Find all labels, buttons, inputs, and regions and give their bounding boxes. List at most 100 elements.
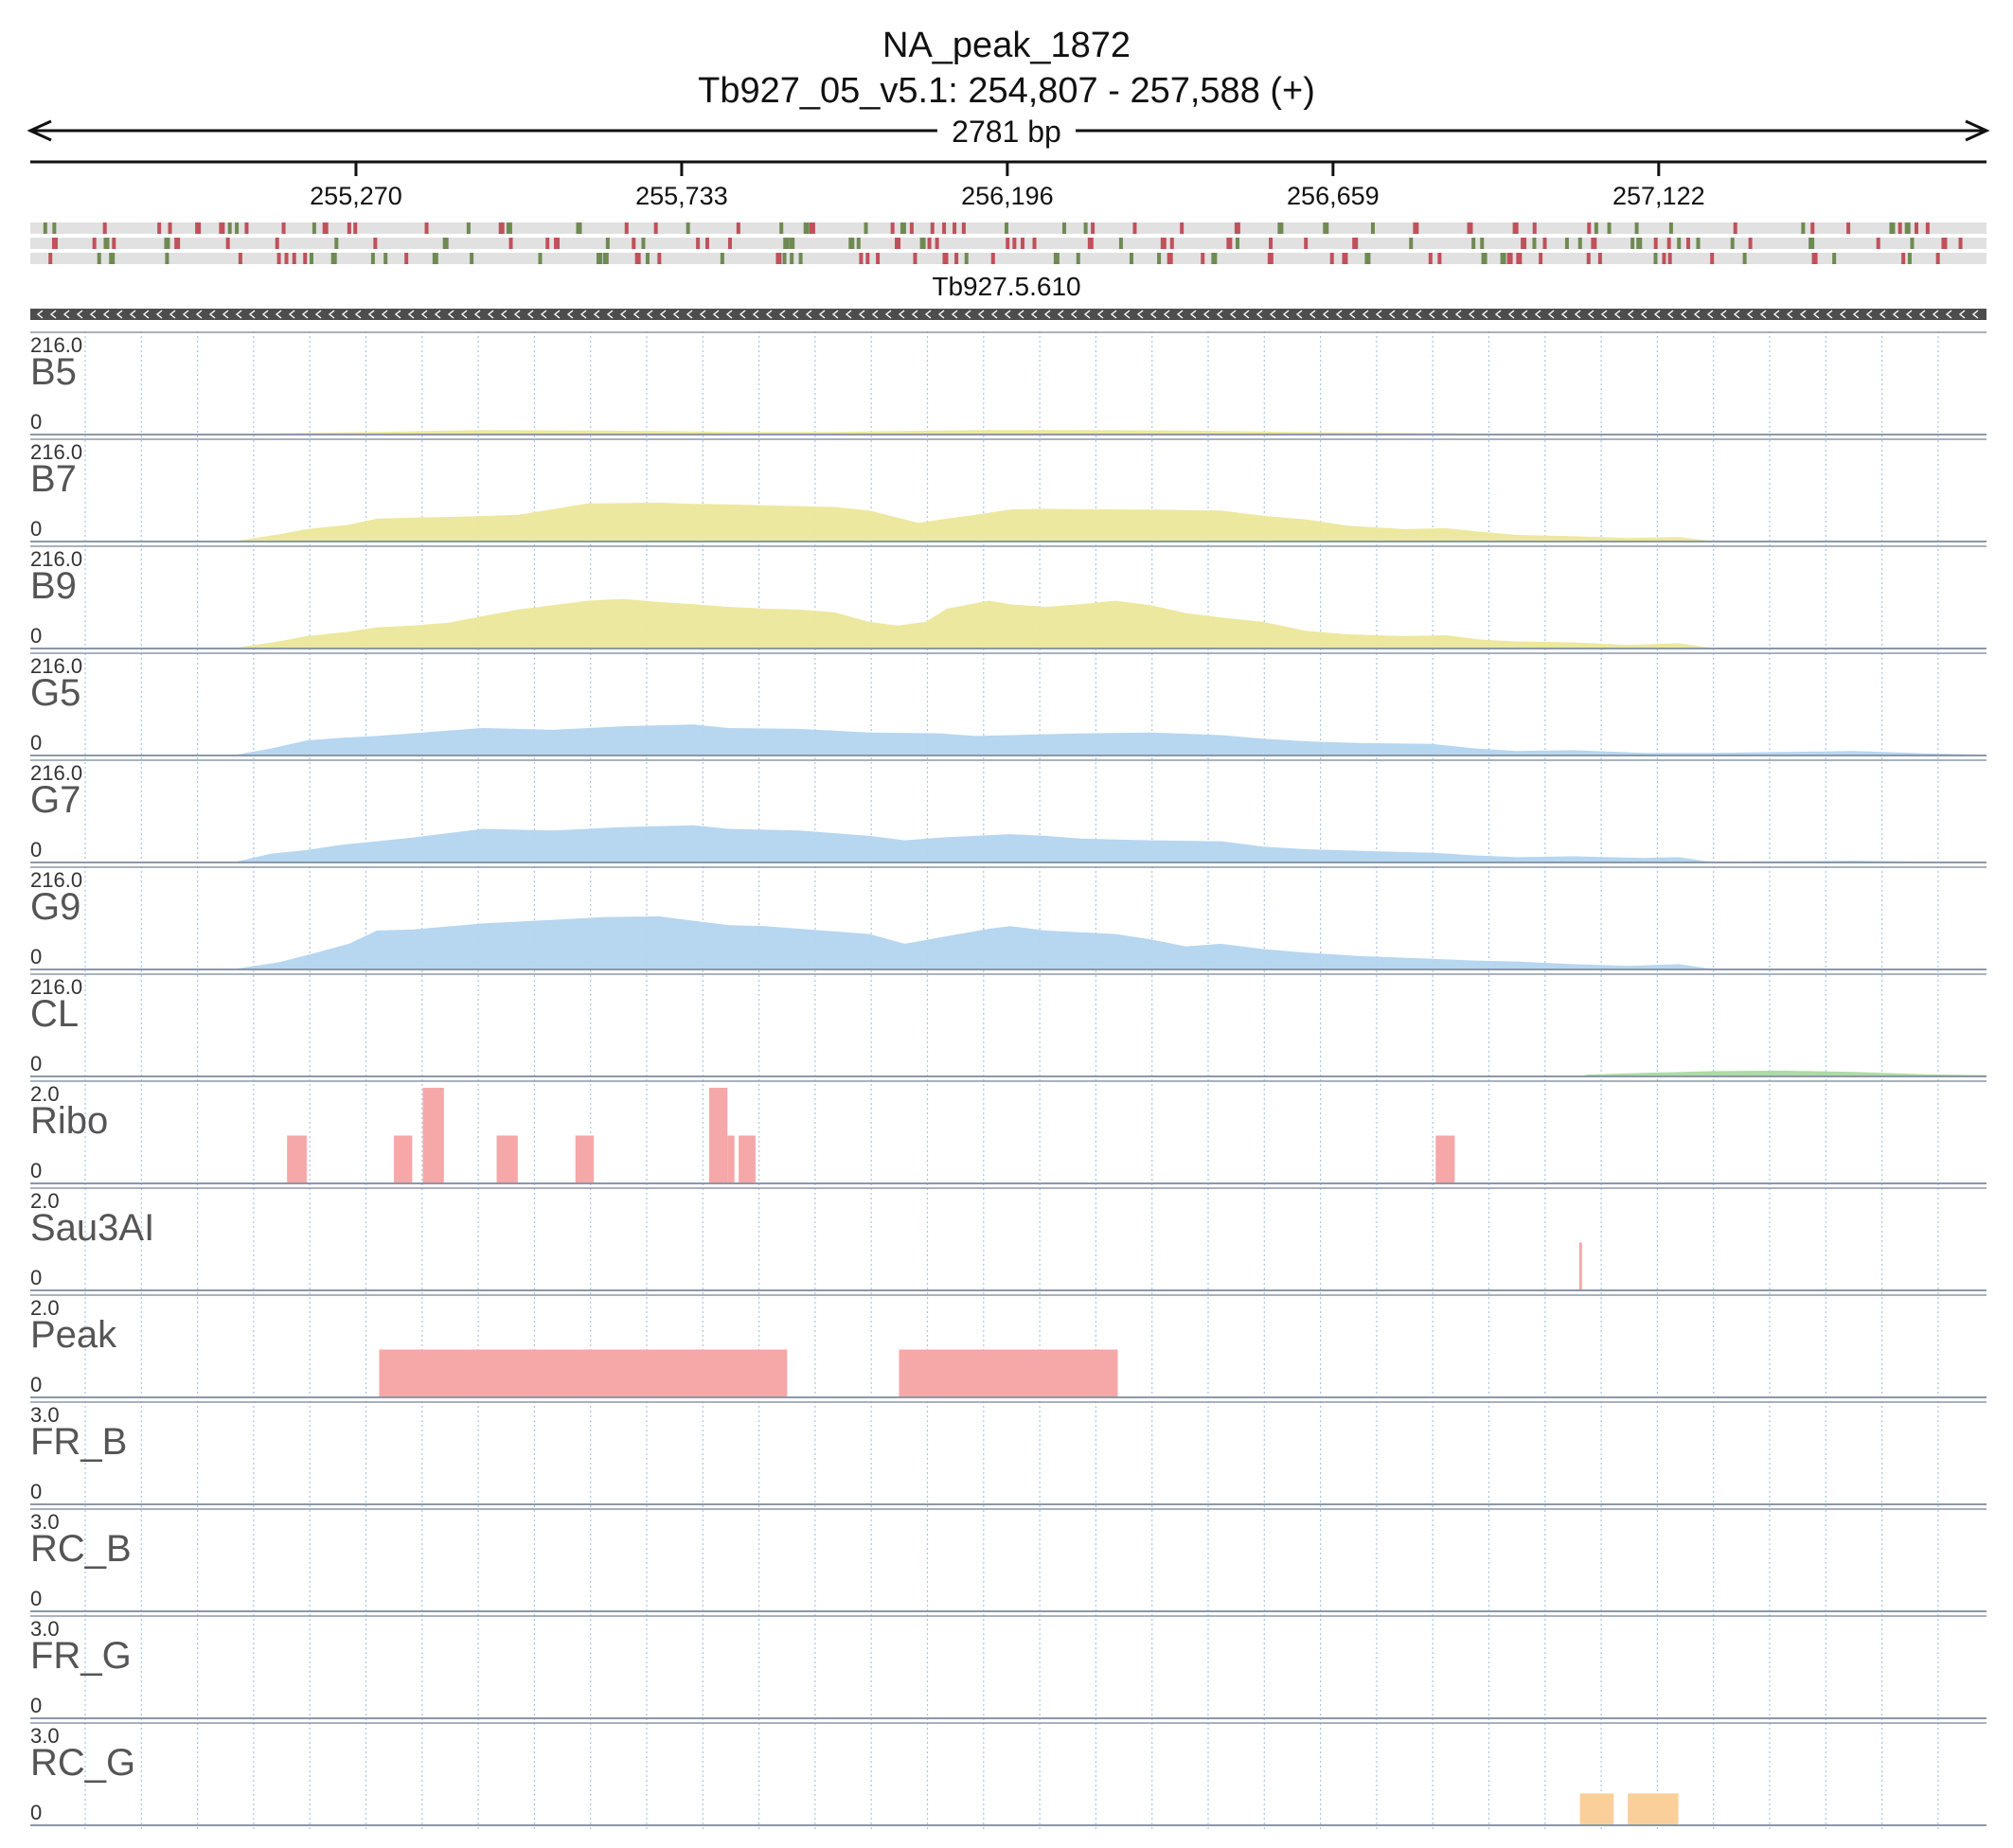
strand-chevron <box>195 310 203 319</box>
strand-chevron <box>937 310 945 319</box>
variant-mark <box>347 222 351 234</box>
variant-mark <box>1591 238 1597 249</box>
variant-mark <box>470 253 474 264</box>
strand-chevron <box>116 310 123 319</box>
variant-mark <box>720 253 724 264</box>
variant-row-bg <box>30 253 1986 264</box>
variant-mark <box>506 222 512 234</box>
coverage-area <box>30 502 1986 542</box>
track-g5: 216.0G5 0 <box>30 652 1986 756</box>
track-max-label: 3.0 <box>30 1403 60 1427</box>
variant-mark <box>281 222 286 234</box>
strand-chevron <box>712 310 720 319</box>
strand-chevron <box>275 310 282 319</box>
track-max-label: 2.0 <box>30 1189 60 1213</box>
variant-mark <box>1607 222 1612 234</box>
track-min-label: 0 <box>30 1266 42 1289</box>
strand-chevron <box>49 310 57 319</box>
variant-mark <box>498 222 505 234</box>
strand-chevron <box>102 310 110 319</box>
strand-chevron <box>805 310 812 319</box>
strand-chevron <box>1401 310 1409 319</box>
variant-mark <box>383 253 388 264</box>
variant-mark <box>1342 253 1348 264</box>
strand-chevron <box>473 310 481 319</box>
signal-bar <box>1578 1242 1582 1290</box>
strand-chevron <box>261 310 269 319</box>
strand-chevron <box>606 310 614 319</box>
strand-chevron <box>1932 310 1939 319</box>
track-min-label: 0 <box>30 1587 42 1610</box>
strand-chevron <box>1110 310 1117 319</box>
strand-chevron <box>739 310 746 319</box>
variant-mark <box>954 253 959 264</box>
x-tick-label: 256,196 <box>961 182 1054 210</box>
strand-chevron <box>1004 310 1011 319</box>
variant-mark <box>112 238 116 249</box>
strand-chevron <box>1613 310 1621 319</box>
track-name: RC_B <box>30 1528 132 1570</box>
track-max-label: 3.0 <box>30 1724 60 1748</box>
strand-chevron <box>1269 310 1276 319</box>
track-rc-g: 3.0RC_G 0 <box>30 1722 1986 1826</box>
strand-chevron <box>1441 310 1449 319</box>
strand-chevron <box>1507 310 1515 319</box>
variant-mark <box>1668 222 1673 234</box>
strand-chevron <box>990 310 998 319</box>
strand-chevron <box>553 310 561 319</box>
variant-mark <box>809 222 815 234</box>
coverage-area <box>30 825 1986 862</box>
track-name: CL <box>30 993 79 1035</box>
strand-chevron <box>646 310 653 319</box>
strand-chevron <box>1547 310 1555 319</box>
track-min-label: 0 <box>30 1373 42 1396</box>
strand-chevron <box>381 310 388 319</box>
variant-mark <box>1686 238 1691 249</box>
strand-chevron <box>1746 310 1754 319</box>
strand-chevron <box>619 310 627 319</box>
variant-mark <box>913 253 917 264</box>
strand-chevron <box>328 310 335 319</box>
variant-mark <box>1157 253 1162 264</box>
variant-mark <box>1742 253 1747 264</box>
variant-track <box>30 222 1986 264</box>
coverage-area <box>30 724 1986 755</box>
strand-chevron <box>566 310 574 319</box>
variant-mark <box>1941 238 1948 249</box>
strand-chevron <box>222 310 229 319</box>
variant-mark <box>1811 253 1818 264</box>
track-name: Peak <box>30 1314 117 1356</box>
track-min-label: 0 <box>30 1159 42 1182</box>
variant-mark <box>1925 222 1930 234</box>
variant-mark <box>1087 238 1094 249</box>
variant-mark <box>1500 253 1506 264</box>
variant-mark <box>930 222 935 234</box>
strand-chevron <box>62 310 70 319</box>
track-name: G5 <box>30 672 80 714</box>
variant-mark <box>1564 238 1569 249</box>
variant-mark <box>657 253 662 264</box>
strand-chevron <box>1428 310 1435 319</box>
strand-chevron <box>659 310 667 319</box>
strand-chevron <box>513 310 521 319</box>
signal-bar <box>575 1135 595 1183</box>
variant-mark <box>1630 238 1635 249</box>
variant-mark <box>942 222 947 234</box>
variant-mark <box>1481 253 1487 264</box>
strand-chevron <box>831 310 839 319</box>
variant-mark <box>164 238 170 249</box>
strand-chevron <box>1865 310 1873 319</box>
strand-chevron <box>884 310 892 319</box>
strand-chevron <box>235 310 242 319</box>
variant-mark <box>1235 238 1239 249</box>
strand-chevron <box>1653 310 1661 319</box>
strand-chevron <box>1096 310 1104 319</box>
strand-chevron <box>1481 310 1488 319</box>
strand-chevron <box>1600 310 1608 319</box>
strand-chevron <box>1149 310 1157 319</box>
variant-mark <box>227 222 232 234</box>
variant-mark <box>303 253 308 264</box>
strand-chevron <box>1799 310 1807 319</box>
